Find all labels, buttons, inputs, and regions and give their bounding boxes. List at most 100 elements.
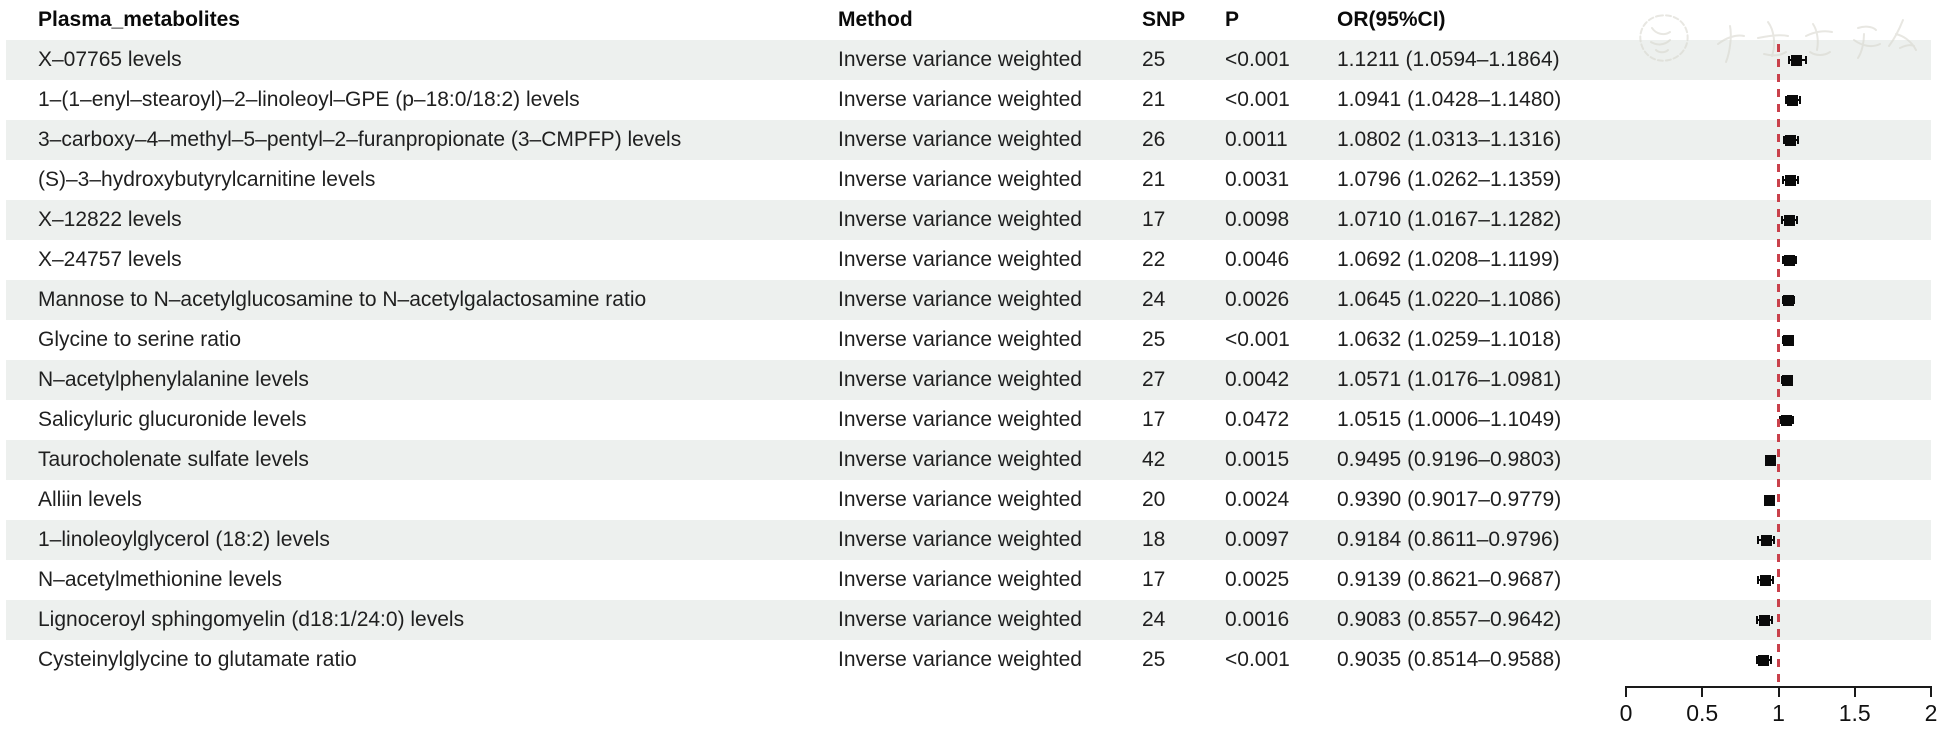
or-point-marker <box>1760 534 1772 546</box>
or-ci-cell: 1.0515 (1.0006–1.1049) <box>1337 408 1562 431</box>
table-row: (S)–3–hydroxybutyrylcarnitine levels Inv… <box>6 160 1931 200</box>
method-cell: Inverse variance weighted <box>838 448 1082 471</box>
column-header-or-ci: OR(95%CI) <box>1337 8 1446 31</box>
method-cell: Inverse variance weighted <box>838 48 1082 71</box>
p-value-cell: 0.0025 <box>1225 568 1290 591</box>
or-ci-cell: 1.0802 (1.0313–1.1316) <box>1337 128 1562 151</box>
ci-cap-low <box>1781 256 1784 264</box>
column-header-snp: SNP <box>1142 8 1186 31</box>
method-cell: Inverse variance weighted <box>838 368 1082 391</box>
or-ci-cell: 0.9139 (0.8621–0.9687) <box>1337 568 1562 591</box>
table-row: 1–linoleoylglycerol (18:2) levels Invers… <box>6 520 1931 560</box>
or-point-marker <box>1765 454 1777 466</box>
method-cell: Inverse variance weighted <box>838 208 1082 231</box>
metabolite-cell: Mannose to N–acetylglucosamine to N–acet… <box>38 288 647 311</box>
table-row: 3–carboxy–4–methyl–5–pentyl–2–furanpropi… <box>6 120 1931 160</box>
metabolite-cell: N–acetylmethionine levels <box>38 568 282 591</box>
p-value-cell: 0.0016 <box>1225 608 1290 631</box>
metabolite-cell: (S)–3–hydroxybutyrylcarnitine levels <box>38 168 376 191</box>
table-row: Cysteinylglycine to glutamate ratio Inve… <box>6 640 1931 680</box>
forest-plot-cell <box>1626 160 1931 200</box>
ci-cap-high <box>1770 656 1773 664</box>
method-cell: Inverse variance weighted <box>838 168 1082 191</box>
table-row: N–acetylmethionine levels Inverse varian… <box>6 560 1931 600</box>
method-cell: Inverse variance weighted <box>838 288 1082 311</box>
table-row: N–acetylphenylalanine levels Inverse var… <box>6 360 1931 400</box>
method-cell: Inverse variance weighted <box>838 328 1082 351</box>
or-ci-cell: 1.0571 (1.0176–1.0981) <box>1337 368 1562 391</box>
or-ci-cell: 0.9083 (0.8557–0.9642) <box>1337 608 1562 631</box>
metabolite-cell: Taurocholenate sulfate levels <box>38 448 309 471</box>
method-cell: Inverse variance weighted <box>838 248 1082 271</box>
method-cell: Inverse variance weighted <box>838 568 1082 591</box>
or-ci-cell: 1.0710 (1.0167–1.1282) <box>1337 208 1562 231</box>
p-value-cell: 0.0097 <box>1225 528 1290 551</box>
table-row: Taurocholenate sulfate levels Inverse va… <box>6 440 1931 480</box>
or-ci-cell: 1.0941 (1.0428–1.1480) <box>1337 88 1562 111</box>
or-point-marker <box>1759 574 1771 586</box>
ci-cap-high <box>1792 416 1795 424</box>
ci-cap-low <box>1781 216 1784 224</box>
ci-cap-high <box>1799 96 1802 104</box>
metabolite-cell: Cysteinylglycine to glutamate ratio <box>38 648 357 671</box>
forest-plot-cell <box>1626 40 1931 80</box>
forest-plot-cell <box>1626 640 1931 680</box>
or-point-marker <box>1785 174 1797 186</box>
ci-cap-high <box>1773 536 1776 544</box>
table-row: X–12822 levels Inverse variance weighted… <box>6 200 1931 240</box>
metabolite-cell: Glycine to serine ratio <box>38 328 242 351</box>
forest-plot-cell <box>1626 200 1931 240</box>
ci-cap-low <box>1785 96 1788 104</box>
or-ci-cell: 0.9390 (0.9017–0.9779) <box>1337 488 1562 511</box>
table-row: Glycine to serine ratio Inverse variance… <box>6 320 1931 360</box>
or-point-marker <box>1758 654 1770 666</box>
ci-cap-high <box>1794 256 1797 264</box>
axis-tick-label: 0 <box>1619 700 1633 726</box>
metabolite-cell: X–07765 levels <box>38 48 182 71</box>
ci-cap-high <box>1793 296 1796 304</box>
snp-cell: 17 <box>1142 208 1166 231</box>
column-header-method: Method <box>838 8 913 31</box>
ci-cap-high <box>1796 136 1799 144</box>
or-point-marker <box>1791 54 1803 66</box>
axis-tick <box>1853 686 1856 697</box>
p-value-cell: 0.0026 <box>1225 288 1290 311</box>
p-value-cell: <0.001 <box>1225 648 1290 671</box>
table-row: Salicyluric glucuronide levels Inverse v… <box>6 400 1931 440</box>
ci-cap-low <box>1756 616 1759 624</box>
method-cell: Inverse variance weighted <box>838 648 1082 671</box>
snp-cell: 22 <box>1142 248 1166 271</box>
table-row: X–07765 levels Inverse variance weighted… <box>6 40 1931 80</box>
column-header-p: P <box>1225 8 1240 31</box>
or-point-marker <box>1781 374 1793 386</box>
axis-tick-label: 0.5 <box>1686 700 1719 726</box>
p-value-cell: 0.0046 <box>1225 248 1290 271</box>
or-ci-cell: 1.0645 (1.0220–1.1086) <box>1337 288 1562 311</box>
method-cell: Inverse variance weighted <box>838 608 1082 631</box>
forest-plot-cell <box>1626 440 1931 480</box>
snp-cell: 25 <box>1142 648 1166 671</box>
plot-header-spacer <box>1626 0 1931 40</box>
ci-cap-low <box>1757 576 1760 584</box>
method-cell: Inverse variance weighted <box>838 408 1082 431</box>
or-point-marker <box>1763 494 1775 506</box>
forest-plot-cell <box>1626 480 1931 520</box>
or-ci-cell: 1.0632 (1.0259–1.1018) <box>1337 328 1562 351</box>
forest-plot-cell <box>1626 600 1931 640</box>
snp-cell: 18 <box>1142 528 1166 551</box>
axis-tick-label: 1.5 <box>1838 700 1871 726</box>
snp-cell: 21 <box>1142 168 1166 191</box>
p-value-cell: <0.001 <box>1225 88 1290 111</box>
snp-cell: 17 <box>1142 568 1166 591</box>
ci-cap-low <box>1787 56 1790 64</box>
table-row: X–24757 levels Inverse variance weighted… <box>6 240 1931 280</box>
forest-plot-cell <box>1626 320 1931 360</box>
metabolite-cell: Alliin levels <box>38 488 142 511</box>
ci-cap-high <box>1771 616 1774 624</box>
or-ci-cell: 1.1211 (1.0594–1.1864) <box>1337 48 1560 71</box>
or-ci-cell: 0.9035 (0.8514–0.9588) <box>1337 648 1562 671</box>
method-cell: Inverse variance weighted <box>838 88 1082 111</box>
or-ci-cell: 1.0796 (1.0262–1.1359) <box>1337 168 1562 191</box>
axis-tick-label: 2 <box>1924 700 1938 726</box>
